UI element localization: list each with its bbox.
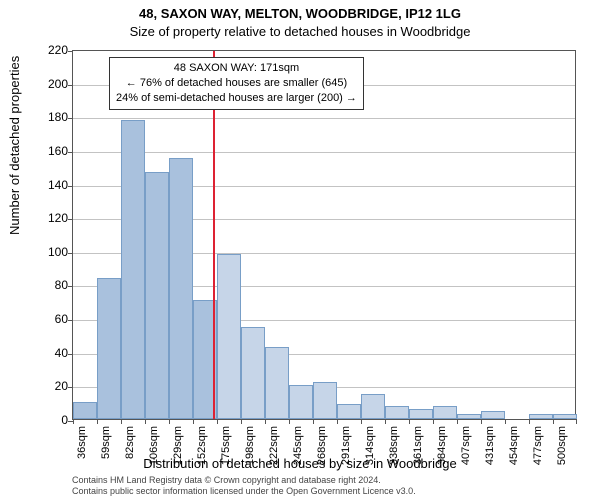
x-axis-label: Distribution of detached houses by size … (0, 456, 600, 471)
histogram-bar (217, 254, 241, 419)
histogram-bar (553, 414, 577, 419)
histogram-bar (121, 120, 145, 419)
y-axis-label: Number of detached properties (7, 56, 22, 235)
plot-area: 48 SAXON WAY: 171sqm← 76% of detached ho… (72, 50, 576, 420)
histogram-bar (529, 414, 553, 419)
y-tick-label: 120 (34, 211, 68, 225)
annot-line1: 48 SAXON WAY: 171sqm (116, 61, 357, 76)
histogram-bar (409, 409, 433, 419)
y-tick-label: 100 (34, 245, 68, 259)
y-tick-label: 180 (34, 110, 68, 124)
histogram-bar (97, 278, 121, 419)
annotation-box: 48 SAXON WAY: 171sqm← 76% of detached ho… (109, 57, 364, 110)
histogram-bar (457, 414, 481, 419)
y-tick-label: 200 (34, 77, 68, 91)
histogram-bar (289, 385, 313, 419)
y-tick-label: 20 (34, 379, 68, 393)
y-tick-label: 160 (34, 144, 68, 158)
histogram-bar (169, 158, 193, 419)
histogram-bar (433, 406, 457, 419)
chart-title-desc: Size of property relative to detached ho… (0, 24, 600, 39)
y-tick-label: 60 (34, 312, 68, 326)
gridline (73, 118, 575, 119)
footer-line1: Contains HM Land Registry data © Crown c… (72, 475, 576, 486)
footer-line2: Contains public sector information licen… (72, 486, 576, 497)
histogram-bar (313, 382, 337, 419)
footer-attribution: Contains HM Land Registry data © Crown c… (72, 475, 576, 498)
y-tick-label: 140 (34, 178, 68, 192)
histogram-bar (385, 406, 409, 419)
histogram-bar (241, 327, 265, 420)
gridline (73, 152, 575, 153)
y-tick-label: 80 (34, 278, 68, 292)
chart-title-address: 48, SAXON WAY, MELTON, WOODBRIDGE, IP12 … (0, 6, 600, 21)
histogram-bar (145, 172, 169, 419)
annot-line3: 24% of semi-detached houses are larger (… (116, 91, 357, 106)
y-tick-label: 0 (34, 413, 68, 427)
histogram-bar (361, 394, 385, 419)
histogram-bar (337, 404, 361, 419)
y-tick-label: 220 (34, 43, 68, 57)
y-tick-label: 40 (34, 346, 68, 360)
histogram-bar (73, 402, 97, 419)
annot-line2: ← 76% of detached houses are smaller (64… (116, 76, 357, 91)
histogram-bar (265, 347, 289, 419)
histogram-bar (481, 411, 505, 419)
